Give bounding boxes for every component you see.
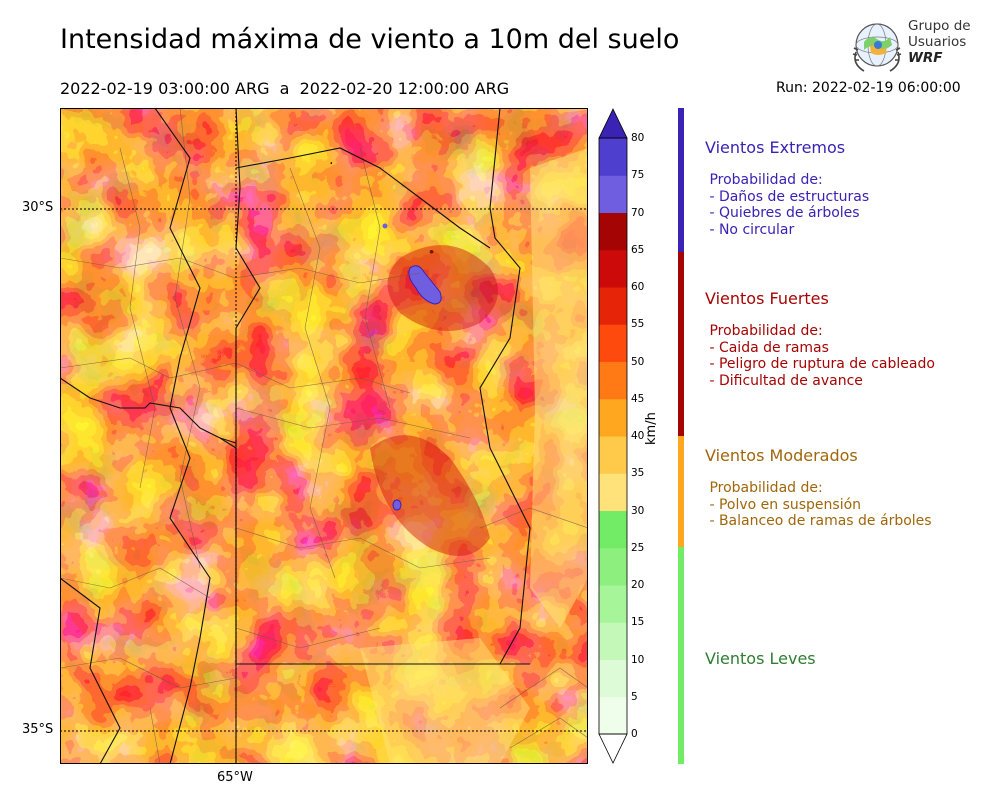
colorbar-segment xyxy=(599,696,627,735)
colorbar-segment xyxy=(599,473,627,511)
colorbar-tick-label: 75 xyxy=(631,169,645,182)
colorbar-segment xyxy=(599,287,627,325)
category-moderate-title: Vientos Moderados xyxy=(705,446,858,465)
colorbar-segment xyxy=(599,585,627,623)
category-bar-strong xyxy=(678,252,684,436)
colorbar-segment xyxy=(599,659,627,698)
colorbar-tick-label: 35 xyxy=(631,467,645,480)
colorbar-segment xyxy=(599,249,627,288)
colorbar-tick-label: 60 xyxy=(631,281,645,293)
forecast-period: 2022-02-19 03:00:00 ARG a 2022-02-20 12:… xyxy=(60,79,510,98)
colorbar-segment xyxy=(599,398,627,437)
colorbar-tick-label: 65 xyxy=(631,243,645,256)
colorbar-unit: km/h xyxy=(644,412,659,445)
colorbar-tick-label: 40 xyxy=(631,430,645,442)
category-strong-line: Probabilidad de: xyxy=(705,323,823,339)
logo-line-1: Grupo de xyxy=(908,18,971,34)
colorbar-tick-label: 80 xyxy=(631,132,645,144)
strong-core-center xyxy=(370,435,490,556)
map-frame xyxy=(60,108,588,764)
model-run-label: Run: 2022-02-19 06:00:00 xyxy=(776,80,961,96)
colorbar-tick-label: 30 xyxy=(631,504,645,517)
extreme-dot xyxy=(382,223,388,229)
colorbar-segment xyxy=(599,138,627,176)
category-strong-line: - Peligro de ruptura de cableado xyxy=(705,356,935,372)
colorbar-tick-label: 0 xyxy=(631,728,638,740)
department-borders xyxy=(60,108,588,764)
category-strong-title: Vientos Fuertes xyxy=(705,289,829,308)
category-bar-light xyxy=(678,547,684,764)
wind-intensity-map xyxy=(60,108,588,764)
category-extreme-line: - No circular xyxy=(705,221,795,238)
lon-label-65w: 65°W xyxy=(217,770,253,785)
category-light: Vientos Leves xyxy=(705,649,816,668)
colorbar-max-extend xyxy=(598,108,628,139)
colorbar-outline xyxy=(598,137,628,735)
lat-label-35s: 35°S xyxy=(22,722,54,737)
category-extreme-line: Probabilidad de: xyxy=(705,172,823,188)
colorbar-segment xyxy=(599,510,627,549)
logo-line-3: WRF xyxy=(908,50,943,66)
category-extreme: Vientos Extremos Probabilidad de: - Daño… xyxy=(705,138,869,238)
logo-line-2: Usuarios xyxy=(908,34,967,50)
colorbar-segment xyxy=(599,361,627,400)
colorbar xyxy=(598,108,628,764)
category-extreme-title: Vientos Extremos xyxy=(705,138,846,157)
colorbar-tick-label: 5 xyxy=(631,690,638,703)
lat-label-30s: 30°S xyxy=(22,200,54,215)
colorbar-tick-label: 70 xyxy=(631,206,645,219)
colorbar-segment xyxy=(599,324,627,362)
extreme-spot-north xyxy=(408,265,442,305)
graticule xyxy=(60,108,588,764)
colorbar-tick-label: 45 xyxy=(631,392,645,405)
category-extreme-line: - Daños de estructuras xyxy=(705,188,870,205)
category-strong-line: - Dificultad de avance xyxy=(705,372,863,389)
light-wind-patches xyxy=(60,108,588,764)
colorbar-segment xyxy=(599,436,627,474)
colorbar-min-extend xyxy=(598,733,628,764)
colorbar-segment xyxy=(599,175,627,213)
category-extreme-line: - Quiebres de árboles xyxy=(705,205,860,221)
colorbar-tick-label: 55 xyxy=(631,318,645,331)
moderate-zone-south xyxy=(360,638,530,764)
colorbar-tick-label: 25 xyxy=(631,541,645,554)
category-moderate-line: - Balanceo de ramas de árboles xyxy=(705,513,932,529)
colorbar-tick-label: 50 xyxy=(631,355,645,368)
category-bar-extreme xyxy=(678,108,684,252)
colorbar-segment xyxy=(599,212,627,251)
category-strong-line: - Caida de ramas xyxy=(705,339,829,356)
category-strong: Vientos Fuertes Probabilidad de: - Caida… xyxy=(705,289,935,389)
colorbar-tick-label: 15 xyxy=(631,616,645,629)
extreme-spot-center xyxy=(392,499,402,511)
map-title: Intensidad máxima de viento a 10m del su… xyxy=(60,24,680,55)
category-light-title: Vientos Leves xyxy=(705,649,816,668)
globe-icon xyxy=(852,23,902,72)
wrf-group-logo: Grupo de Usuarios WRF xyxy=(848,16,973,76)
colorbar-tick-label: 20 xyxy=(631,579,645,591)
moderate-zone-east xyxy=(530,148,588,628)
colorbar-segment xyxy=(599,622,627,660)
category-bar-moderate xyxy=(678,436,684,547)
colorbar-segment xyxy=(599,547,627,586)
category-moderate: Vientos Moderados Probabilidad de: - Pol… xyxy=(705,446,932,530)
category-moderate-line: Probabilidad de: xyxy=(705,480,823,496)
category-moderate-line: - Polvo en suspensión xyxy=(705,496,862,513)
colorbar-tick-label: 10 xyxy=(631,653,645,666)
